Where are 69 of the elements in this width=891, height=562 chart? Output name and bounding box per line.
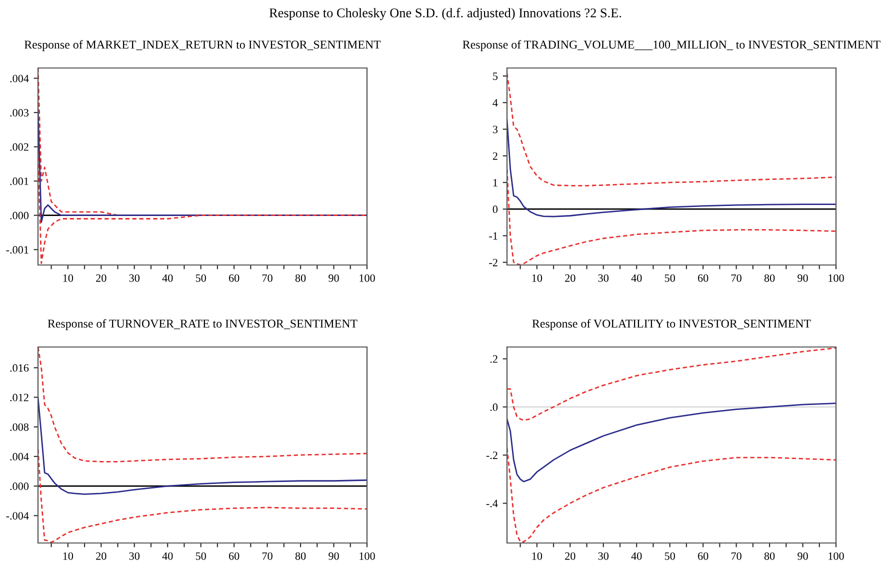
x-tick-label: 40 [162, 552, 173, 560]
y-tick-label: -.001 [6, 246, 28, 254]
y-tick-label: .016 [10, 364, 29, 372]
x-tick-label: 100 [360, 274, 375, 282]
x-tick-label: 50 [664, 552, 675, 560]
x-tick-label: 60 [228, 552, 240, 560]
x-tick-label: 30 [598, 274, 609, 282]
y-tick-label: 0 [492, 206, 498, 214]
x-tick-label: 20 [96, 552, 106, 560]
chart-title: Response of MARKET_INDEX_RETURN to INVESTOR_SENTIMENT [24, 40, 381, 52]
x-tick-label: 30 [598, 552, 609, 560]
x-tick-label: 40 [631, 274, 642, 282]
y-tick-label: 3 [492, 126, 498, 134]
y-tick-label: .003 [10, 109, 29, 117]
y-tick-label: .002 [10, 143, 28, 151]
x-tick-label: 70 [731, 552, 742, 560]
y-tick-label: .008 [10, 423, 29, 431]
x-tick-label: 50 [664, 274, 675, 282]
x-tick-label: 10 [63, 552, 74, 560]
chart-title: Response of VOLATILITY to INVESTOR_SENTIMENT [532, 319, 811, 330]
y-tick-label: -.004 [6, 512, 29, 520]
x-tick-label: 80 [295, 274, 306, 282]
x-tick-label: 100 [828, 274, 844, 282]
x-tick-label: 10 [63, 274, 74, 282]
y-tick-label: -2 [489, 258, 498, 266]
x-tick-label: 60 [698, 274, 708, 282]
x-tick-label: 70 [731, 274, 742, 282]
x-tick-label: 80 [764, 552, 775, 560]
x-tick-label: 50 [196, 552, 206, 560]
x-tick-label: 100 [360, 552, 375, 560]
x-tick-label: 90 [328, 274, 339, 282]
y-tick-label: .000 [10, 212, 29, 220]
x-tick-label: 90 [798, 552, 808, 560]
chart-title: Response of TURNOVER_RATE to INVESTOR_SENTIMENT [48, 319, 358, 330]
text: Response to Cholesky One S.D. (d.f. adjusted) Innovations ?2 S.E. [269, 8, 622, 20]
x-tick-label: 60 [698, 552, 708, 560]
x-tick-label: 40 [631, 552, 642, 560]
x-tick-label: 90 [328, 552, 339, 560]
y-tick-label: .001 [10, 178, 28, 186]
x-tick-label: 10 [532, 552, 542, 560]
y-tick-label: -.4 [486, 500, 498, 508]
y-tick-label: 4 [492, 99, 498, 106]
y-tick-label: .004 [10, 74, 29, 82]
y-tick-label: 1 [493, 178, 498, 186]
x-tick-label: 70 [262, 274, 272, 282]
x-tick-label: 90 [798, 274, 808, 282]
x-tick-label: 20 [565, 552, 576, 560]
x-tick-label: 70 [262, 552, 272, 560]
x-tick-label: 100 [828, 552, 844, 560]
y-tick-label: 2 [492, 152, 498, 160]
x-tick-label: 20 [96, 274, 106, 282]
x-tick-label: 50 [196, 274, 206, 282]
x-tick-label: 20 [565, 274, 576, 282]
y-tick-label: .012 [10, 394, 28, 402]
y-tick-label: .0 [490, 403, 498, 411]
x-tick-label: 40 [162, 274, 173, 282]
y-tick-label: .004 [10, 452, 29, 460]
x-tick-label: 60 [228, 274, 240, 282]
x-tick-label: 80 [764, 274, 775, 282]
chart-title: Response of TRADING_VOLUME___100_MILLION_ to INVESTOR_SENTIMENT [462, 40, 880, 52]
y-tick-label: .2 [490, 355, 498, 363]
y-tick-label: -.2 [486, 452, 498, 460]
x-tick-label: 80 [295, 552, 306, 560]
x-tick-label: 30 [129, 552, 140, 560]
y-tick-label: .000 [10, 482, 29, 490]
x-tick-label: 30 [129, 274, 140, 282]
y-tick-label: 5 [493, 72, 498, 80]
y-tick-label: -1 [489, 232, 498, 240]
x-tick-label: 10 [532, 274, 542, 282]
